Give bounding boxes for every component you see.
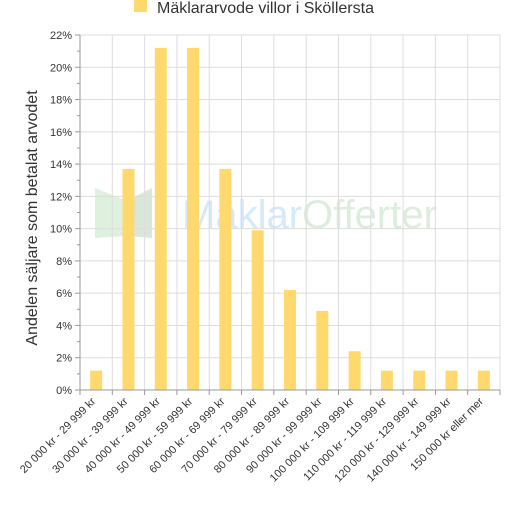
y-tick-label: 22% xyxy=(50,30,72,42)
y-tick-label: 14% xyxy=(50,159,72,171)
bar[interactable] xyxy=(413,370,426,390)
axis-layer xyxy=(79,35,500,391)
bar[interactable] xyxy=(477,370,490,390)
watermark: MäklarOfferter xyxy=(95,188,437,238)
y-axis-title: Andelen säljare som betalat arvodet xyxy=(24,90,41,346)
bar[interactable] xyxy=(445,370,458,390)
bar[interactable] xyxy=(251,230,264,390)
bar[interactable] xyxy=(90,370,103,390)
y-tick-label: 4% xyxy=(56,320,72,332)
watermark-text-part2: Offerter xyxy=(302,193,437,237)
legend-label: Mäklararvode villor i Sköllersta xyxy=(157,0,374,17)
bar[interactable] xyxy=(348,351,361,390)
bar[interactable] xyxy=(219,168,232,390)
y-tick-label: 6% xyxy=(56,288,72,300)
y-tick-label: 16% xyxy=(50,127,72,139)
legend[interactable]: Mäklararvode villor i Sköllersta xyxy=(134,0,374,17)
y-tick-label: 8% xyxy=(56,256,72,268)
y-tick-label: 18% xyxy=(50,95,72,107)
bar[interactable] xyxy=(316,310,329,390)
y-tick-label: 20% xyxy=(50,62,72,74)
y-tick-label: 12% xyxy=(50,191,72,203)
y-tick-label: 10% xyxy=(50,224,72,236)
bar[interactable] xyxy=(284,289,296,390)
y-axis-labels: 0% 2% 4% 6% 8% 10% 12% 14% 16% 18% 20% 22% xyxy=(50,30,72,397)
y-tick-label: 0% xyxy=(56,385,72,397)
bar[interactable] xyxy=(380,370,393,390)
bar[interactable] xyxy=(122,168,135,390)
bar[interactable] xyxy=(187,47,200,391)
bars-layer xyxy=(90,47,490,391)
legend-swatch xyxy=(134,0,147,12)
y-tick-label: 2% xyxy=(56,353,72,365)
bar[interactable] xyxy=(154,47,167,391)
